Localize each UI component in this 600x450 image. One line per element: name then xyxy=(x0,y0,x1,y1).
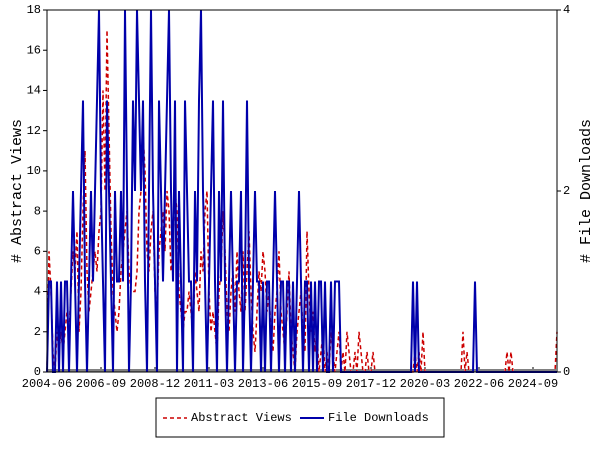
x-tick-label: 2011-03 xyxy=(184,377,234,391)
y2-tick-label: 0 xyxy=(563,365,570,379)
x-tick-label: 2006-09 xyxy=(76,377,126,391)
y-tick-label: 0 xyxy=(34,365,41,379)
y-tick-label: 10 xyxy=(27,164,41,178)
x-tick-label: 2004-06 xyxy=(22,377,72,391)
y-axis-title: # Abstract Views xyxy=(9,119,26,263)
series-line xyxy=(46,9,557,373)
y-tick-label: 4 xyxy=(34,285,41,299)
x-tick-label: 2013-06 xyxy=(238,377,288,391)
legend-label: Abstract Views xyxy=(191,411,292,425)
y-tick-label: 2 xyxy=(34,325,41,339)
x-tick-label: 2022-06 xyxy=(454,377,504,391)
y-tick-label: 8 xyxy=(34,204,41,218)
y-tick-label: 12 xyxy=(27,124,41,138)
y-tick-label: 14 xyxy=(27,84,41,98)
legend-label: File Downloads xyxy=(328,411,429,425)
y-tick-label: 16 xyxy=(27,43,41,57)
x-tick-label: 2020-03 xyxy=(400,377,450,391)
x-tick-label: 2008-12 xyxy=(130,377,180,391)
x-tick-label: 2017-12 xyxy=(346,377,396,391)
y-tick-label: 18 xyxy=(27,3,41,17)
x-tick-label: 2024-09 xyxy=(508,377,558,391)
plot-frame xyxy=(46,9,558,373)
x-tick-label: 2015-09 xyxy=(292,377,342,391)
y2-tick-label: 4 xyxy=(563,3,570,17)
y-tick-label: 6 xyxy=(34,245,41,259)
y2-tick-label: 2 xyxy=(563,184,570,198)
y2-axis-title: # File Downloads xyxy=(578,119,595,263)
